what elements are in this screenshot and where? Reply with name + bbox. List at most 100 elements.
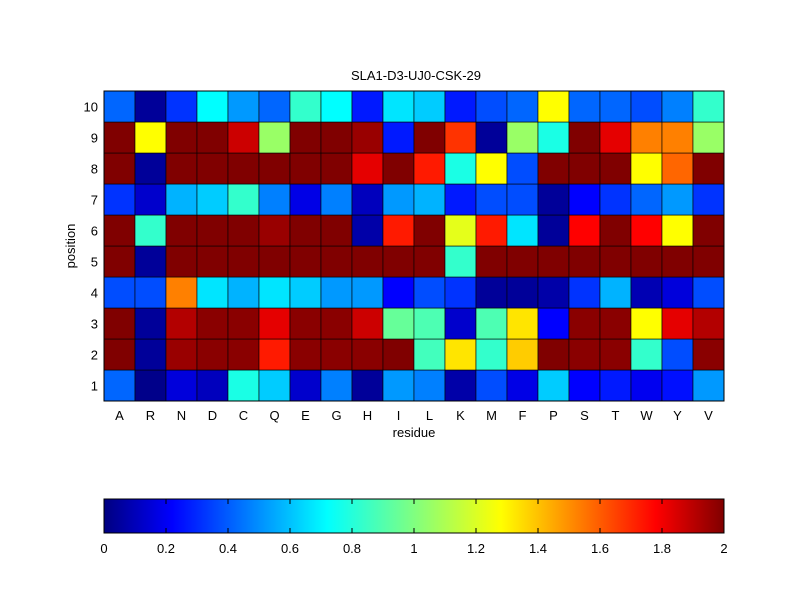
heatmap-cell-8-L	[413, 152, 446, 185]
heatmap-cell-5-V	[692, 245, 725, 278]
heatmap-cell-4-L	[413, 276, 446, 309]
x-tick-label-N: N	[177, 408, 186, 423]
colorbar-tick-label: 1.4	[529, 541, 547, 556]
colorbar-tick-label: 0.4	[219, 541, 237, 556]
heatmap-cell-7-Q	[258, 183, 291, 216]
heatmap-cell-3-N	[165, 307, 198, 340]
colorbar-tick-label: 1.6	[591, 541, 609, 556]
colorbar-tick-label: 0	[100, 541, 107, 556]
heatmap-cell-8-V	[692, 152, 725, 185]
x-axis-label: residue	[393, 425, 436, 440]
heatmap-cell-8-F	[506, 152, 539, 185]
heatmap-cell-10-S	[568, 90, 601, 123]
heatmap-cell-8-I	[382, 152, 415, 185]
heatmap-cell-2-Q	[258, 338, 291, 371]
heatmap-cell-2-G	[320, 338, 353, 371]
heatmap-cell-1-I	[382, 369, 415, 402]
heatmap-cell-10-K	[444, 90, 477, 123]
y-tick-label-8: 8	[91, 162, 98, 177]
heatmap-cell-9-P	[537, 121, 570, 154]
heatmap-cell-7-G	[320, 183, 353, 216]
colorbar-ticks: 0 0.2 0.4 0.6 0.8 1 1.2 1.4 1.6 1.8 2	[100, 499, 728, 556]
heatmap-cell-5-N	[165, 245, 198, 278]
heatmap-cell-7-W	[630, 183, 663, 216]
heatmap-cell-2-V	[692, 338, 725, 371]
heatmap-cell-9-H	[351, 121, 384, 154]
heatmap-cell-7-S	[568, 183, 601, 216]
heatmap-cell-6-L	[413, 214, 446, 247]
heatmap-cell-1-R	[134, 369, 167, 402]
heatmap-cell-7-I	[382, 183, 415, 216]
heatmap-cell-3-E	[289, 307, 322, 340]
heatmap-cell-2-R	[134, 338, 167, 371]
heatmap-cell-5-M	[475, 245, 508, 278]
y-tick-label-3: 3	[91, 317, 98, 332]
heatmap-cell-5-H	[351, 245, 384, 278]
heatmap-cell-8-H	[351, 152, 384, 185]
heatmap-cell-10-P	[537, 90, 570, 123]
heatmap-cell-4-V	[692, 276, 725, 309]
heatmap-cells	[103, 90, 725, 402]
heatmap-cell-4-W	[630, 276, 663, 309]
heatmap-cell-1-E	[289, 369, 322, 402]
heatmap-cell-6-N	[165, 214, 198, 247]
colorbar-tick-label: 1	[410, 541, 417, 556]
heatmap-cell-10-Y	[661, 90, 694, 123]
heatmap-cell-2-E	[289, 338, 322, 371]
heatmap-cell-4-R	[134, 276, 167, 309]
heatmap-cell-2-M	[475, 338, 508, 371]
heatmap-cell-2-A	[103, 338, 136, 371]
heatmap-cell-7-N	[165, 183, 198, 216]
heatmap-cell-4-D	[196, 276, 229, 309]
heatmap-cell-4-N	[165, 276, 198, 309]
heatmap-cell-6-D	[196, 214, 229, 247]
heatmap-cell-9-F	[506, 121, 539, 154]
heatmap-cell-4-I	[382, 276, 415, 309]
heatmap-cell-3-Y	[661, 307, 694, 340]
heatmap-cell-10-R	[134, 90, 167, 123]
heatmap-cell-8-Y	[661, 152, 694, 185]
heatmap-cell-4-P	[537, 276, 570, 309]
y-tick-label-6: 6	[91, 224, 98, 239]
heatmap-cell-10-V	[692, 90, 725, 123]
heatmap-cell-9-G	[320, 121, 353, 154]
x-tick-label-K: K	[456, 408, 465, 423]
heatmap-cell-2-I	[382, 338, 415, 371]
heatmap-cell-3-A	[103, 307, 136, 340]
heatmap-cell-3-W	[630, 307, 663, 340]
heatmap-cell-4-M	[475, 276, 508, 309]
heatmap-cell-6-C	[227, 214, 260, 247]
heatmap-cell-3-P	[537, 307, 570, 340]
heatmap-cell-10-L	[413, 90, 446, 123]
heatmap-cell-2-W	[630, 338, 663, 371]
heatmap-cell-4-A	[103, 276, 136, 309]
heatmap-cell-5-F	[506, 245, 539, 278]
heatmap-cell-8-E	[289, 152, 322, 185]
heatmap-cell-7-K	[444, 183, 477, 216]
heatmap-cell-3-H	[351, 307, 384, 340]
heatmap-cell-5-D	[196, 245, 229, 278]
heatmap-cell-4-G	[320, 276, 353, 309]
colorbar-tick-label: 2	[720, 541, 727, 556]
heatmap-cell-5-K	[444, 245, 477, 278]
heatmap-cell-10-E	[289, 90, 322, 123]
x-tick-label-H: H	[363, 408, 372, 423]
heatmap-cell-9-L	[413, 121, 446, 154]
heatmap-cell-3-V	[692, 307, 725, 340]
heatmap-cell-1-N	[165, 369, 198, 402]
heatmap-cell-7-F	[506, 183, 539, 216]
heatmap-cell-5-P	[537, 245, 570, 278]
heatmap-cell-9-V	[692, 121, 725, 154]
heatmap-cell-7-L	[413, 183, 446, 216]
heatmap-cell-1-A	[103, 369, 136, 402]
x-tick-label-F: F	[519, 408, 527, 423]
y-tick-label-9: 9	[91, 131, 98, 146]
x-tick-label-W: W	[640, 408, 653, 423]
colorbar	[103, 498, 725, 534]
heatmap-cell-9-E	[289, 121, 322, 154]
heatmap-cell-10-T	[599, 90, 632, 123]
heatmap-cell-3-M	[475, 307, 508, 340]
heatmap-cell-4-F	[506, 276, 539, 309]
heatmap-cell-9-M	[475, 121, 508, 154]
